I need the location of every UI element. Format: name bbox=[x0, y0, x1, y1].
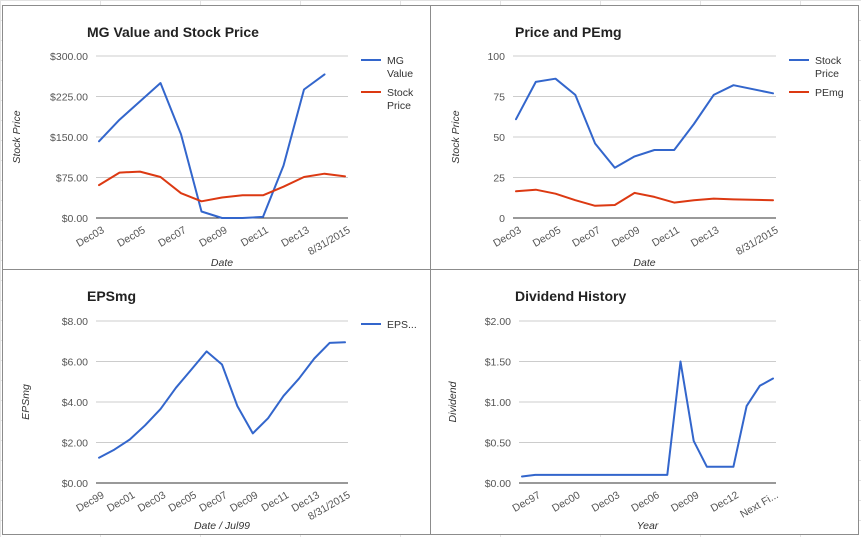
x-tick-label: Dec09 bbox=[669, 489, 701, 515]
x-tick-label: Dec09 bbox=[228, 489, 260, 515]
x-tick-label: Dec13 bbox=[279, 224, 311, 250]
x-tick-label: Dec12 bbox=[709, 489, 741, 515]
y-tick-label: $1.50 bbox=[485, 357, 511, 369]
chart-panel-price-pemg: Price and PEmg 0 25 50 75 100 Dec03 Dec05 Dec07 D… bbox=[430, 5, 859, 270]
y-tick-label: $225.00 bbox=[50, 92, 88, 104]
y-tick-label: 75 bbox=[493, 92, 505, 104]
series-line-dividend bbox=[521, 360, 774, 478]
x-tick-label: Dec11 bbox=[650, 224, 682, 249]
legend-label: Stock bbox=[387, 87, 414, 99]
x-axis-title: Date bbox=[211, 257, 233, 269]
x-tick-label: Dec99 bbox=[74, 489, 106, 515]
y-axis-title: EPSmg bbox=[20, 384, 32, 420]
chart-panel-mg-value: MG Value and Stock Price $0.00 $75.00 $150.… bbox=[2, 5, 431, 270]
series-line-pemg bbox=[515, 188, 774, 207]
chart-title: Price and PEmg bbox=[515, 24, 622, 40]
x-tick-label: Dec97 bbox=[510, 489, 542, 515]
chart-title: Dividend History bbox=[515, 288, 626, 304]
x-tick-label: Dec07 bbox=[156, 224, 188, 250]
y-tick-label: $8.00 bbox=[62, 316, 88, 328]
y-tick-label: $75.00 bbox=[56, 173, 88, 185]
x-tick-label: Dec07 bbox=[570, 224, 602, 250]
legend-label: EPS... bbox=[387, 319, 417, 331]
y-tick-label: $0.50 bbox=[485, 438, 511, 450]
chart-title: MG Value and Stock Price bbox=[87, 24, 259, 40]
y-tick-label: $2.00 bbox=[62, 438, 88, 450]
y-axis-title: Stock Price bbox=[11, 110, 23, 163]
y-tick-label: $1.00 bbox=[485, 397, 511, 409]
y-tick-label: 0 bbox=[499, 213, 505, 225]
x-tick-label: Dec07 bbox=[197, 489, 229, 515]
x-tick-label: Dec01 bbox=[105, 489, 137, 515]
y-tick-label: $4.00 bbox=[62, 397, 88, 409]
x-tick-label: Dec03 bbox=[590, 489, 622, 515]
legend-label: Value bbox=[387, 68, 413, 80]
x-tick-label: Dec09 bbox=[197, 224, 229, 250]
series-line-mg-value bbox=[98, 73, 326, 219]
chart-dividend: Dividend History $0.00 $0.50 $1.00 $1.50 $2.0… bbox=[447, 288, 781, 532]
x-axis-title: Date / Jul99 bbox=[194, 520, 250, 532]
y-tick-label: $0.00 bbox=[62, 213, 88, 225]
chart-price-pemg: Price and PEmg 0 25 50 75 100 Dec03 Dec05 Dec07 D… bbox=[450, 24, 844, 269]
x-tick-label: Dec13 bbox=[689, 224, 721, 250]
legend-label: Price bbox=[387, 100, 411, 112]
series-line-stock-price bbox=[98, 170, 346, 203]
legend-label: MG bbox=[387, 55, 404, 67]
series-line-eps bbox=[98, 341, 346, 459]
chart-panel-dividend: Dividend History $0.00 $0.50 $1.00 $1.50 $2.0… bbox=[430, 269, 859, 535]
chart-panel-epsmg: EPSmg $0.00 $2.00 $4.00 $6.00 $8.00 Dec99 Dec01… bbox=[2, 269, 431, 535]
x-tick-label: Dec05 bbox=[115, 224, 147, 250]
x-tick-label: 8/31/2015 bbox=[306, 224, 353, 258]
series-line-stock-price bbox=[515, 77, 774, 169]
x-tick-label: Dec03 bbox=[74, 224, 106, 250]
chart-epsmg: EPSmg $0.00 $2.00 $4.00 $6.00 $8.00 Dec99Dec01… bbox=[20, 288, 417, 532]
x-tick-label: 8/31/2015 bbox=[734, 224, 781, 258]
y-tick-label: $0.00 bbox=[62, 478, 88, 490]
x-tick-label: Dec00 bbox=[550, 489, 582, 515]
y-tick-label: 25 bbox=[493, 173, 505, 185]
x-tick-label: Dec11 bbox=[239, 224, 271, 249]
x-tick-label: Next Fi... bbox=[738, 489, 780, 520]
legend-label: PEmg bbox=[815, 87, 844, 99]
x-tick-label: Dec05 bbox=[166, 489, 198, 515]
x-tick-label: Dec06 bbox=[629, 489, 661, 515]
x-tick-label: Dec11 bbox=[259, 489, 291, 514]
x-tick-label: Dec03 bbox=[491, 224, 523, 250]
y-axis-title: Stock Price bbox=[450, 110, 462, 163]
y-tick-label: 100 bbox=[487, 51, 505, 63]
chart-title: EPSmg bbox=[87, 288, 136, 304]
x-tick-label: Dec05 bbox=[531, 224, 563, 250]
legend-label: Price bbox=[815, 68, 839, 80]
y-tick-label: $150.00 bbox=[50, 132, 88, 144]
y-tick-label: $0.00 bbox=[485, 478, 511, 490]
y-tick-label: $2.00 bbox=[485, 316, 511, 328]
chart-mg-value: MG Value and Stock Price $0.00 $75.00 $150.… bbox=[11, 24, 414, 269]
y-tick-label: $6.00 bbox=[62, 357, 88, 369]
legend-label: Stock bbox=[815, 55, 842, 67]
x-axis-title: Date bbox=[633, 257, 655, 269]
x-tick-label: Dec03 bbox=[136, 489, 168, 515]
y-axis-title: Dividend bbox=[447, 380, 459, 422]
x-axis-title: Year bbox=[637, 520, 659, 532]
y-tick-label: $300.00 bbox=[50, 51, 88, 63]
x-tick-label: Dec09 bbox=[610, 224, 642, 250]
y-tick-label: 50 bbox=[493, 132, 505, 144]
